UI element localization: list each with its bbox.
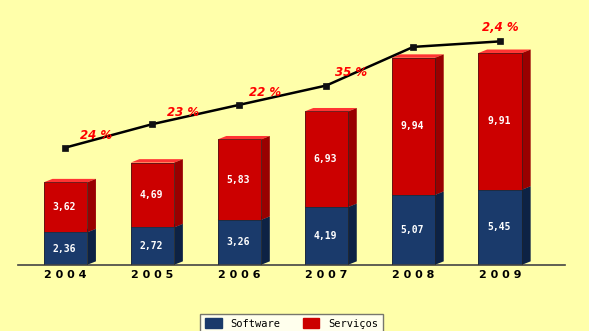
Polygon shape <box>392 195 435 265</box>
Polygon shape <box>131 163 174 227</box>
Polygon shape <box>261 216 270 265</box>
Polygon shape <box>478 186 531 190</box>
Polygon shape <box>435 54 444 195</box>
Polygon shape <box>44 229 96 232</box>
Polygon shape <box>174 224 183 265</box>
Text: 5,83: 5,83 <box>227 175 250 185</box>
Polygon shape <box>218 220 261 265</box>
Polygon shape <box>131 224 183 227</box>
Polygon shape <box>44 182 87 232</box>
Text: 4,19: 4,19 <box>314 231 337 241</box>
Polygon shape <box>522 186 531 265</box>
Polygon shape <box>218 136 270 139</box>
Text: 9,94: 9,94 <box>401 121 424 131</box>
Polygon shape <box>218 265 274 267</box>
Polygon shape <box>44 232 87 265</box>
Text: 9,91: 9,91 <box>488 116 511 126</box>
Text: 35 %: 35 % <box>335 66 367 79</box>
Polygon shape <box>218 216 270 220</box>
Text: 4,69: 4,69 <box>140 190 163 200</box>
Polygon shape <box>392 54 444 58</box>
Polygon shape <box>348 108 357 207</box>
Text: 2,72: 2,72 <box>140 241 163 251</box>
Polygon shape <box>392 265 448 267</box>
Text: 23 %: 23 % <box>167 106 199 119</box>
Polygon shape <box>522 50 531 190</box>
Polygon shape <box>348 204 357 265</box>
Polygon shape <box>131 159 183 163</box>
Polygon shape <box>305 112 348 207</box>
Polygon shape <box>305 204 357 207</box>
Polygon shape <box>305 207 348 265</box>
Polygon shape <box>44 179 96 182</box>
Text: 6,93: 6,93 <box>314 154 337 164</box>
Legend: Software, Serviços: Software, Serviços <box>200 314 383 331</box>
Polygon shape <box>305 265 361 267</box>
Polygon shape <box>174 159 183 227</box>
Polygon shape <box>478 53 522 190</box>
Polygon shape <box>305 108 357 112</box>
Polygon shape <box>261 136 270 220</box>
Polygon shape <box>392 58 435 195</box>
Text: 5,45: 5,45 <box>488 222 511 232</box>
Text: 2,4 %: 2,4 % <box>482 22 518 34</box>
Text: 22 %: 22 % <box>249 86 282 99</box>
Polygon shape <box>478 50 531 53</box>
Polygon shape <box>87 179 96 232</box>
Text: 2,36: 2,36 <box>53 244 77 254</box>
Polygon shape <box>392 191 444 195</box>
Polygon shape <box>478 265 535 267</box>
Text: 5,07: 5,07 <box>401 225 424 235</box>
Polygon shape <box>131 227 174 265</box>
Text: 24 %: 24 % <box>80 129 112 142</box>
Polygon shape <box>218 139 261 220</box>
Polygon shape <box>87 229 96 265</box>
Polygon shape <box>478 190 522 265</box>
Text: 3,62: 3,62 <box>53 202 77 212</box>
Text: 3,26: 3,26 <box>227 237 250 247</box>
Polygon shape <box>435 191 444 265</box>
Polygon shape <box>131 265 187 267</box>
Polygon shape <box>44 265 100 267</box>
